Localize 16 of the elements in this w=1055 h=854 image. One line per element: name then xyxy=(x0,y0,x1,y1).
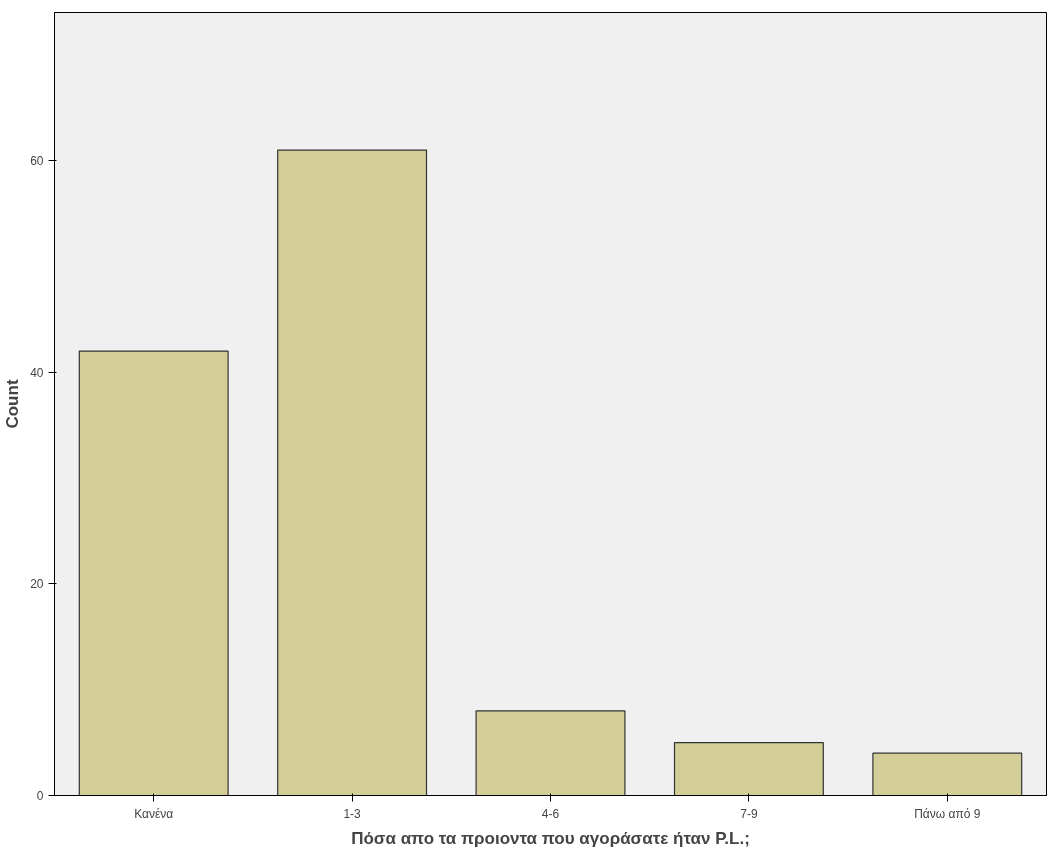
bar xyxy=(673,741,824,796)
bar xyxy=(78,350,229,796)
y-tick-label: 20 xyxy=(30,577,44,592)
bar xyxy=(277,149,428,796)
bar xyxy=(872,752,1023,796)
x-tick-label: Κανένα xyxy=(134,806,174,821)
x-tick-label: 1-3 xyxy=(343,806,362,821)
x-tick-label: Πάνω από 9 xyxy=(914,806,981,821)
y-tick-label: 40 xyxy=(30,365,44,380)
y-tick-label: 0 xyxy=(36,789,44,803)
x-tick-label: 4-6 xyxy=(541,806,560,821)
x-axis-title: Πόσα απο τα προιοντα που αγοράσατε ήταν P.L.; xyxy=(351,828,750,848)
x-tick-label: 7-9 xyxy=(740,806,758,821)
y-tick-label: 60 xyxy=(30,154,44,169)
bar xyxy=(475,710,626,796)
y-axis-title: Count xyxy=(3,379,23,429)
